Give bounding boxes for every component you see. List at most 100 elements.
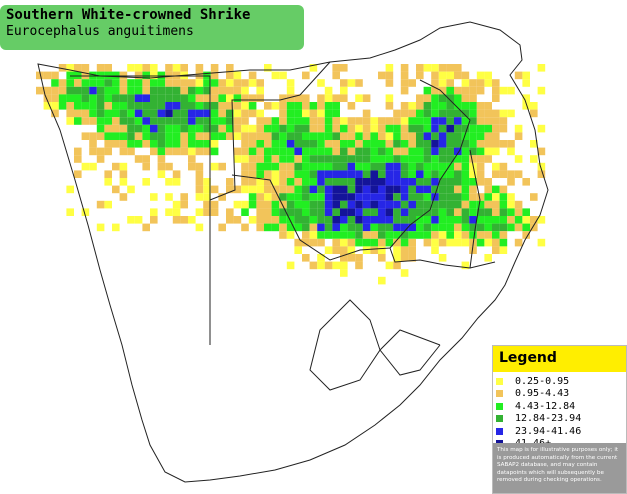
cell — [309, 140, 318, 148]
cell — [134, 124, 143, 133]
cell — [218, 162, 226, 171]
cell — [248, 140, 257, 148]
legend-item: 23.94-41.46 — [496, 425, 626, 438]
cell — [81, 79, 90, 87]
cell — [416, 208, 424, 216]
cell — [248, 94, 257, 102]
cell — [507, 216, 515, 224]
cell — [454, 147, 462, 156]
cell — [150, 71, 158, 80]
cell — [134, 79, 143, 87]
cell — [165, 102, 173, 110]
cell — [340, 269, 348, 277]
cell — [264, 216, 272, 224]
cell — [157, 147, 166, 156]
cell — [438, 193, 447, 201]
border — [309, 299, 381, 391]
cell — [454, 193, 462, 201]
cell — [492, 216, 500, 224]
cell — [332, 147, 340, 156]
cell — [165, 193, 173, 201]
cell — [347, 254, 356, 262]
cell — [476, 162, 485, 171]
cell — [119, 162, 128, 171]
cell — [469, 86, 477, 95]
cell — [492, 238, 500, 247]
cell — [370, 117, 378, 125]
cell — [248, 170, 257, 178]
cell — [172, 79, 181, 87]
cell — [416, 117, 424, 125]
cell — [180, 124, 188, 133]
cell — [317, 170, 325, 178]
cell — [454, 64, 462, 72]
cell — [248, 185, 257, 194]
cell — [514, 170, 523, 178]
cell — [127, 79, 135, 87]
cell — [119, 117, 128, 125]
cell — [362, 246, 371, 254]
cell — [81, 94, 90, 102]
cell — [476, 216, 485, 224]
cell — [241, 185, 249, 194]
cell — [507, 223, 515, 232]
cell — [286, 124, 295, 133]
cell — [294, 193, 302, 201]
cell — [438, 162, 447, 171]
cell — [514, 71, 523, 80]
cell — [370, 200, 378, 209]
cell — [530, 223, 538, 232]
cell — [400, 132, 409, 140]
cell — [378, 124, 386, 133]
cell — [203, 94, 211, 102]
cell — [408, 155, 416, 163]
cell — [195, 64, 204, 72]
cell — [317, 94, 325, 102]
cell — [180, 64, 188, 72]
cell — [400, 71, 409, 80]
cell — [400, 223, 409, 232]
cell — [370, 124, 378, 133]
cell — [195, 71, 204, 80]
cell — [324, 178, 333, 186]
cell — [127, 124, 135, 133]
cell — [423, 170, 432, 178]
cell — [400, 140, 409, 148]
cell — [188, 140, 196, 148]
cell — [347, 162, 356, 171]
cell — [203, 140, 211, 148]
cell — [188, 109, 196, 118]
cell — [400, 79, 409, 87]
cell — [264, 147, 272, 156]
cell — [180, 200, 188, 209]
cell — [378, 162, 386, 171]
cell — [210, 86, 219, 95]
cell — [142, 132, 150, 140]
cell — [454, 117, 462, 125]
cell — [408, 140, 416, 148]
cell — [416, 155, 424, 163]
cell — [537, 124, 546, 133]
cell — [317, 261, 325, 270]
cell — [203, 147, 211, 156]
cell — [286, 185, 295, 194]
cell — [74, 71, 82, 80]
cell — [233, 124, 242, 133]
cell — [74, 64, 82, 72]
cell — [104, 102, 112, 110]
cell — [438, 94, 447, 102]
cell — [172, 94, 181, 102]
cell — [195, 79, 204, 87]
cell — [309, 147, 318, 156]
cell — [469, 155, 477, 163]
cell — [476, 178, 485, 186]
cell — [286, 178, 295, 186]
cell — [347, 178, 356, 186]
cell — [317, 109, 325, 118]
cell — [210, 94, 219, 102]
cell — [264, 178, 272, 186]
cell — [294, 94, 302, 102]
cell — [112, 102, 120, 110]
cell — [423, 132, 432, 140]
cell — [446, 102, 454, 110]
